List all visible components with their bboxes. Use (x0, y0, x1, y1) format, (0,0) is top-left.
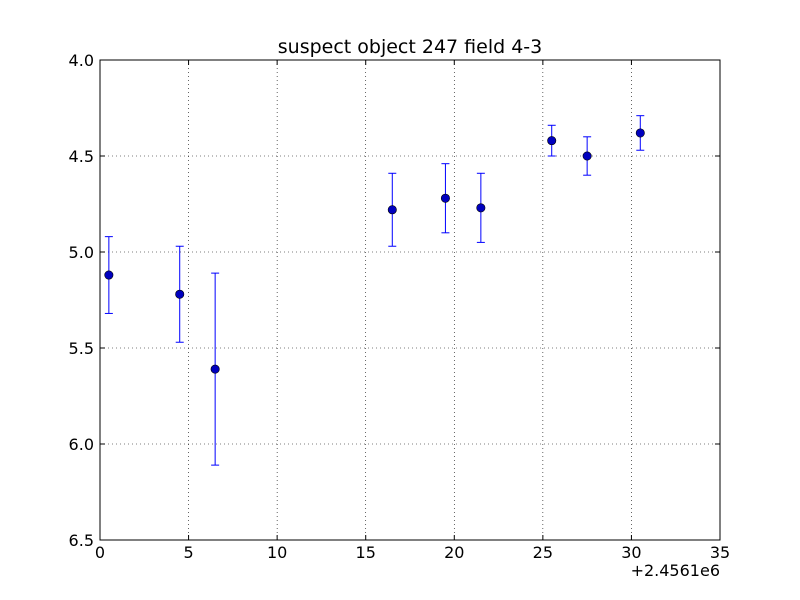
y-tick-label: 6.5 (69, 531, 94, 550)
y-tick-label: 4.5 (69, 147, 94, 166)
data-point-marker (104, 270, 114, 280)
x-tick-label: 20 (444, 543, 464, 562)
data-point-with-errorbar (210, 272, 220, 466)
data-point-marker (175, 289, 185, 299)
data-point-marker (476, 203, 486, 213)
x-tick-label: 0 (95, 543, 105, 562)
y-tick-label: 5.5 (69, 339, 94, 358)
chart-title: suspect object 247 field 4-3 (278, 36, 543, 58)
x-tick-label: 25 (533, 543, 553, 562)
y-tick-label: 5.0 (69, 243, 94, 262)
data-point-with-errorbar (635, 115, 645, 151)
x-tick-label: 15 (356, 543, 376, 562)
axis-ticks: 0 5 10 15 20 25 30 35 4.0 4.5 5.0 5.5 6.0 6.5 (69, 51, 731, 562)
y-tick-label: 6.0 (69, 435, 94, 454)
x-tick-label: 5 (183, 543, 193, 562)
data-point-marker (582, 151, 592, 161)
data-point-with-errorbar (582, 136, 592, 176)
y-tick-label: 4.0 (69, 51, 94, 70)
data-point-marker (387, 205, 397, 215)
x-axis-offset-label: +2.4561e6 (631, 561, 720, 580)
x-tick-label: 35 (710, 543, 730, 562)
data-point-with-errorbar (104, 236, 114, 314)
data-point-with-errorbar (387, 172, 397, 247)
data-point-with-errorbar (440, 163, 450, 234)
data-point-with-errorbar (547, 124, 557, 157)
plot-area-frame (99, 59, 721, 541)
data-series (104, 115, 645, 466)
data-point-marker (210, 364, 220, 374)
data-point-with-errorbar (476, 172, 486, 243)
data-point-marker (440, 193, 450, 203)
data-point-with-errorbar (175, 245, 185, 343)
x-tick-label: 30 (621, 543, 641, 562)
data-point-marker (635, 128, 645, 138)
x-tick-label: 10 (267, 543, 287, 562)
data-point-marker (547, 136, 557, 146)
grid-lines (100, 60, 720, 540)
